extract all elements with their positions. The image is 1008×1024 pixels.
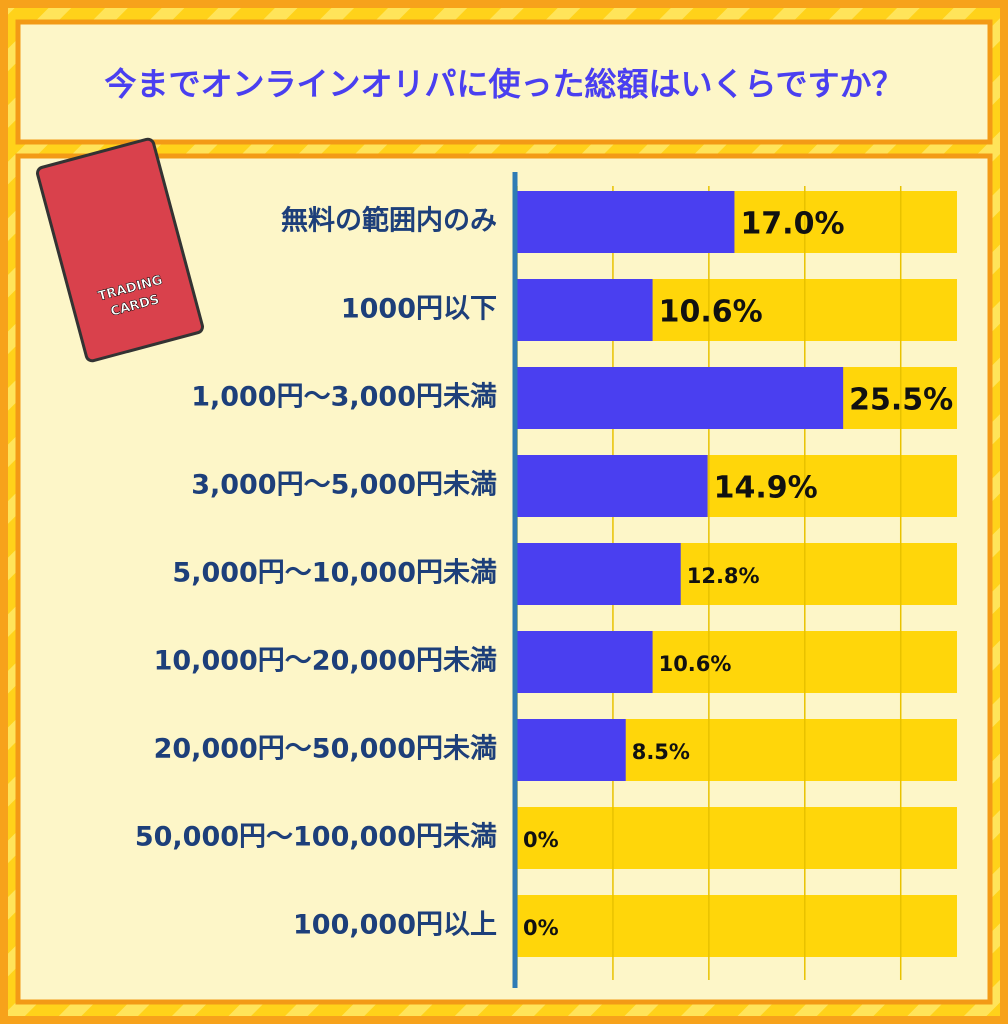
bar [517,719,626,781]
value-label: 8.5% [632,740,690,764]
bar [517,455,708,517]
bar [517,631,653,693]
title-box [15,19,993,145]
y-tick-label: 10,000円～20,000円未満 [154,646,497,677]
y-tick-label: 50,000円～100,000円未満 [135,822,497,853]
value-label: 0% [523,916,559,940]
value-label: 10.6% [659,652,732,676]
value-label: 25.5% [849,383,953,418]
bar [517,279,653,341]
value-label: 17.0% [740,207,844,242]
y-tick-label: 1000円以下 [341,294,497,325]
bar-background [517,895,957,957]
y-tick-label: 3,000円～5,000円未満 [191,470,497,501]
bar [517,191,735,253]
bar [517,367,844,429]
bar [517,543,681,605]
y-tick-label: 20,000円～50,000円未満 [154,734,497,765]
y-tick-label: 100,000円以上 [293,910,497,941]
y-tick-label: 1,000円～3,000円未満 [191,382,497,413]
y-tick-label: 無料の範囲内のみ [281,205,497,237]
card-pack: TRADING CARDS [36,137,204,363]
chart-title: 今までオンラインオリパに使った総額はいくらですか？ [104,65,903,103]
y-tick-label: 5,000円～10,000円未満 [172,558,497,589]
value-label: 14.9% [714,471,818,506]
value-label: 10.6% [659,295,763,330]
bar-background [517,807,957,869]
value-label: 12.8% [687,564,760,588]
value-label: 0% [523,828,559,852]
